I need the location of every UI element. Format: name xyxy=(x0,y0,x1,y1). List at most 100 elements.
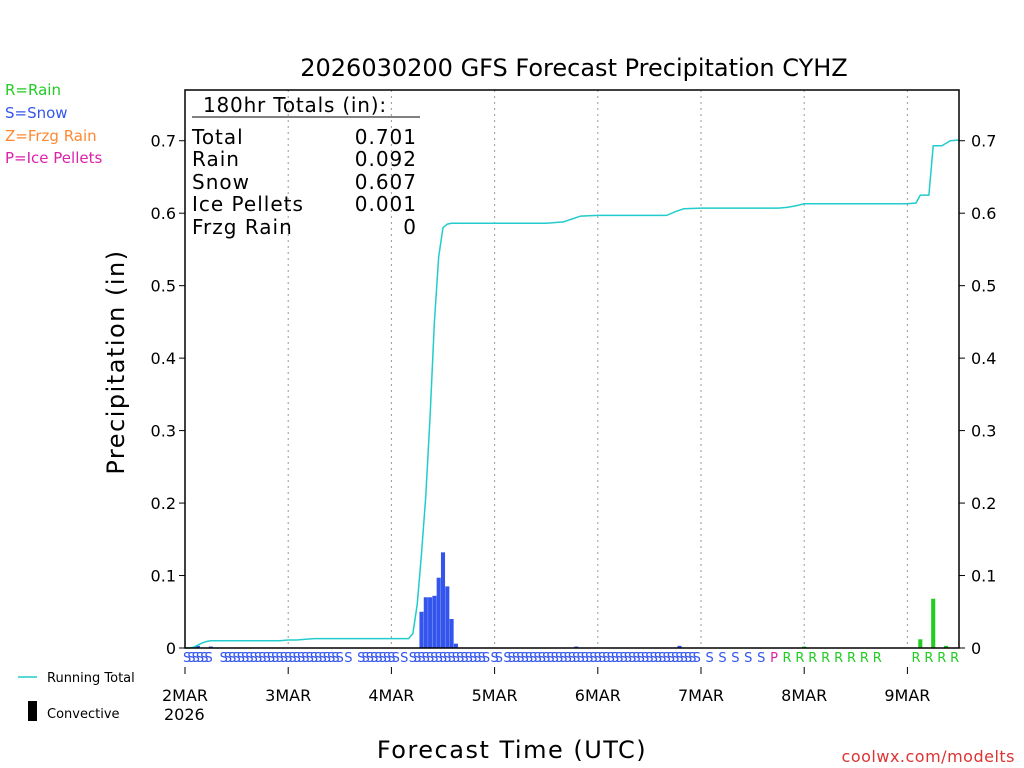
type-letter: S xyxy=(426,651,434,666)
y-tick-label-right: 0 xyxy=(971,639,981,658)
type-letter: R xyxy=(950,651,959,666)
y-tick-label-left: 0.4 xyxy=(151,349,176,368)
type-letter: P xyxy=(770,651,778,666)
type-letter: S xyxy=(516,651,524,666)
type-letter: S xyxy=(232,651,240,666)
totals-box: 180hr Totals (in): Total 0.701 Rain 0.09… xyxy=(191,93,420,239)
type-letter: S xyxy=(301,651,309,666)
type-letter: S xyxy=(495,651,503,666)
type-letter: S xyxy=(263,651,271,666)
type-letter: S xyxy=(607,651,615,666)
type-letter: S xyxy=(267,651,275,666)
totals-rain-value: 0.092 xyxy=(355,147,417,171)
type-letter: S xyxy=(559,651,567,666)
type-letter: S xyxy=(357,651,365,666)
y-ticks-left: 0 0.1 0.2 0.3 0.4 0.5 0.6 0.7 xyxy=(151,132,185,658)
legend-running-total-label: Running Total xyxy=(47,671,135,686)
x-tick-label: 2MAR xyxy=(162,686,208,705)
type-letter: S xyxy=(430,651,438,666)
type-letter: R xyxy=(834,651,843,666)
type-letter: R xyxy=(924,651,933,666)
type-letter: S xyxy=(297,651,305,666)
chart-title: 2026030200 GFS Forecast Precipitation CY… xyxy=(300,54,847,82)
y-tick-label-right: 0.3 xyxy=(971,422,996,441)
legend-convective-label: Convective xyxy=(47,707,120,722)
type-letter: S xyxy=(387,651,395,666)
type-letter: S xyxy=(658,651,666,666)
type-letter: S xyxy=(637,651,645,666)
totals-frzg-rain-value: 0 xyxy=(403,215,417,239)
type-letter: S xyxy=(323,651,331,666)
type-letter: S xyxy=(318,651,326,666)
type-letter: S xyxy=(331,651,339,666)
precip-bars xyxy=(195,552,949,648)
type-letter: R xyxy=(821,651,830,666)
y-tick-label-right: 0.6 xyxy=(971,204,996,223)
type-letter: S xyxy=(628,651,636,666)
type-letter: S xyxy=(581,651,589,666)
type-letter: S xyxy=(576,651,584,666)
type-letter: S xyxy=(310,651,318,666)
type-letter: S xyxy=(671,651,679,666)
type-letter: S xyxy=(275,651,283,666)
precip-bar xyxy=(453,643,458,648)
type-letter: S xyxy=(619,651,627,666)
y-tick-label-right: 0.5 xyxy=(971,277,996,296)
type-letter: S xyxy=(417,651,425,666)
legend-convective-swatch xyxy=(28,701,37,721)
totals-snow-label: Snow xyxy=(192,170,250,194)
type-letter: S xyxy=(572,651,580,666)
precip-bar xyxy=(432,595,437,648)
type-letter: S xyxy=(508,651,516,666)
type-letter: S xyxy=(705,651,713,666)
type-letter: S xyxy=(443,651,451,666)
plot-frame xyxy=(184,89,960,649)
type-letter: S xyxy=(546,651,554,666)
type-letter: S xyxy=(456,651,464,666)
type-letter: S xyxy=(447,651,455,666)
precip-bar xyxy=(440,552,446,648)
type-letter: S xyxy=(688,651,696,666)
type-letter: S xyxy=(314,651,322,666)
type-letter: S xyxy=(542,651,550,666)
precip-bar xyxy=(931,598,936,648)
y-ticks-right: 0 0.1 0.2 0.3 0.4 0.5 0.6 0.7 xyxy=(959,132,996,658)
type-letter: S xyxy=(224,651,232,666)
running-total-line xyxy=(185,139,960,649)
type-letter: S xyxy=(503,651,511,666)
y-tick-label-left: 0.6 xyxy=(151,204,176,223)
type-letter: S xyxy=(370,651,378,666)
type-letter: S xyxy=(383,651,391,666)
x-year-label: 2026 xyxy=(164,705,205,724)
type-letter: S xyxy=(662,651,670,666)
type-letter: S xyxy=(594,651,602,666)
type-letter: R xyxy=(782,651,791,666)
totals-ice-pellets-value: 0.001 xyxy=(355,192,417,216)
y-axis-label: Precipitation (in) xyxy=(102,249,130,474)
line-legend: Running Total Convective xyxy=(18,671,135,722)
type-letter: S xyxy=(344,651,352,666)
type-letter: R xyxy=(808,651,817,666)
legend-ice-pellets: P=Ice Pellets xyxy=(5,149,102,167)
type-letter: S xyxy=(598,651,606,666)
type-letter: S xyxy=(293,651,301,666)
type-letter: S xyxy=(684,651,692,666)
totals-rain-label: Rain xyxy=(192,147,240,171)
type-letter: R xyxy=(911,651,920,666)
type-letter: R xyxy=(937,651,946,666)
type-letter: S xyxy=(422,651,430,666)
type-letter: S xyxy=(615,651,623,666)
type-letter: S xyxy=(533,651,541,666)
type-letter: S xyxy=(183,651,191,666)
type-letter: S xyxy=(306,651,314,666)
type-letter: S xyxy=(280,651,288,666)
x-tick-label: 7MAR xyxy=(678,686,724,705)
type-legend: R=Rain S=Snow Z=Frzg Rain P=Ice Pellets xyxy=(5,81,102,167)
type-letter: S xyxy=(654,651,662,666)
type-letter: S xyxy=(409,651,417,666)
y-tick-label-right: 0.7 xyxy=(971,132,996,151)
type-letter: S xyxy=(379,651,387,666)
type-letter: S xyxy=(650,651,658,666)
